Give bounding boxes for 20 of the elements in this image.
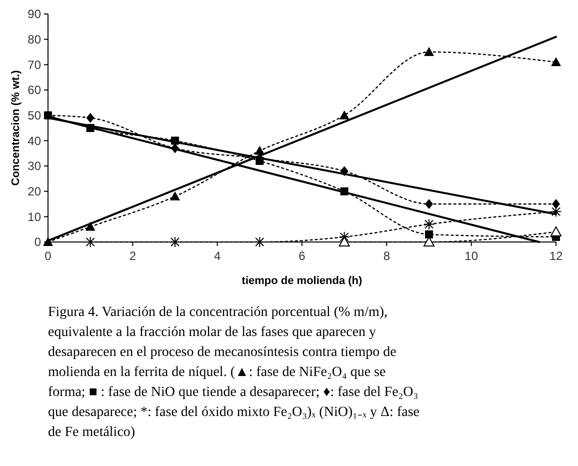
y-tick-label: 90	[28, 7, 42, 22]
y-axis-title: Concentracion (% wt.)	[10, 70, 22, 186]
y-tick-label: 20	[28, 184, 42, 199]
y-tick-label: 80	[28, 32, 42, 47]
x-tick-label: 4	[214, 249, 221, 263]
y-tick-label: 10	[28, 210, 42, 224]
x-tick-label: 0	[44, 249, 52, 263]
y-tick-label: 0	[34, 235, 42, 250]
y-tick-label: 30	[28, 159, 42, 174]
x-tick-label: 12	[549, 249, 563, 263]
x-tick-label: 8	[383, 249, 390, 263]
y-tick-label: 60	[28, 83, 42, 98]
x-tick-label: 6	[298, 249, 306, 263]
y-tick-label: 70	[28, 58, 42, 72]
x-axis-title: tiempo de molienda (h)	[242, 275, 363, 287]
y-tick-label: 40	[28, 134, 42, 148]
y-tick-label: 50	[28, 108, 42, 123]
x-tick-label: 10	[464, 249, 478, 263]
text: Figura 4. Variación de la concentración porcentual (% m/m), equivalente a la fracción molar de las fases que aparecen y desaparecen en el proceso de mecanosíntesis contra tiempo de molienda en la ferrita de níquel. (▲: fase de NiFe₂O₄ que se forma; ■ : fase de NiO que tiende a desaparecer; ♦: fase del Fe₂O₃ que desaparece; *: fase del óxido mixto Fe₂O₃)ₓ (NiO)₁₋ₓ y Δ: fase de Fe metálico)	[48, 305, 420, 440]
x-tick-label: 2	[129, 249, 136, 263]
